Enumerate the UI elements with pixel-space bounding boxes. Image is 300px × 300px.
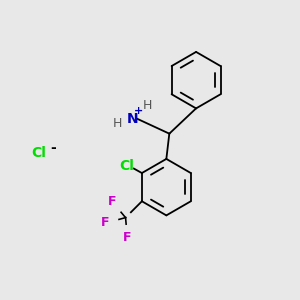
Text: N: N <box>126 112 138 126</box>
Text: F: F <box>108 195 116 208</box>
Text: -: - <box>50 141 56 154</box>
Text: H: H <box>142 99 152 112</box>
Text: F: F <box>123 231 131 244</box>
Text: F: F <box>101 217 110 230</box>
Text: Cl: Cl <box>31 146 46 160</box>
Text: H: H <box>112 117 122 130</box>
Text: +: + <box>134 106 143 116</box>
Text: Cl: Cl <box>119 159 134 172</box>
